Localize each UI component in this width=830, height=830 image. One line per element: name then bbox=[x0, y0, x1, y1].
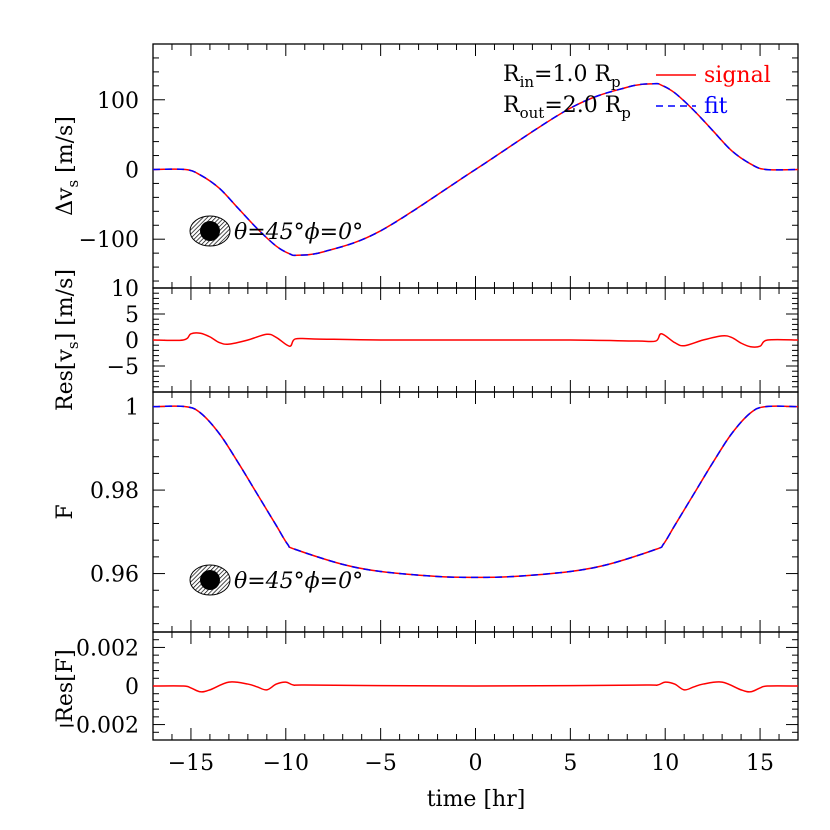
ring-disc-icon bbox=[189, 215, 231, 247]
y-tick-label: 10 bbox=[111, 277, 139, 302]
panel-vs: 100 0 −100 Δvs [m/s] bbox=[53, 43, 799, 289]
annotation-bottom: θ=45°ϕ=0° bbox=[189, 564, 363, 596]
ring-disc-icon bbox=[189, 564, 231, 596]
legend-param-rout: Rout=2.0 Rp bbox=[503, 93, 631, 122]
y-axis-label: Δvs [m/s] bbox=[53, 116, 82, 216]
y-axis-label: Res[F] bbox=[53, 649, 78, 722]
x-tick-label: 10 bbox=[651, 751, 679, 776]
panel-frame bbox=[152, 43, 799, 289]
legend-label-fit: fit bbox=[704, 94, 728, 119]
series-signal-line bbox=[153, 681, 798, 693]
x-tick-label: −10 bbox=[263, 751, 309, 776]
panel-frame bbox=[152, 391, 799, 633]
y-axis-label: F bbox=[53, 504, 78, 519]
annotation-top: θ=45°ϕ=0° bbox=[189, 215, 363, 247]
geometry-annotation: θ=45°ϕ=0° bbox=[234, 220, 363, 245]
x-tick-label: −5 bbox=[364, 751, 396, 776]
y-tick-label: −100 bbox=[79, 228, 139, 253]
y-tick-label: −5 bbox=[107, 355, 139, 380]
series-signal-line bbox=[153, 332, 798, 348]
legend-param-rin: Rin=1.0 Rp bbox=[503, 62, 621, 91]
geometry-annotation: θ=45°ϕ=0° bbox=[234, 569, 363, 594]
series-fit-line bbox=[153, 82, 798, 257]
y-tick-label: 100 bbox=[97, 89, 139, 114]
y-tick-label: 0.96 bbox=[90, 563, 139, 588]
x-tick-label: 0 bbox=[469, 751, 483, 776]
x-tick-label: −15 bbox=[168, 751, 214, 776]
y-tick-label: 0 bbox=[125, 329, 139, 354]
x-tick-label: 5 bbox=[563, 751, 577, 776]
y-tick-label: 0 bbox=[125, 675, 139, 700]
legend: Rin=1.0 Rp Rout=2.0 Rp signal fit bbox=[503, 62, 771, 122]
y-axis-label: Res[vs] [m/s] bbox=[53, 269, 82, 411]
y-tick-label: −0.002 bbox=[58, 714, 139, 739]
panel-flux: 1 0.98 0.96 F bbox=[53, 391, 799, 633]
series-signal-line bbox=[153, 405, 798, 579]
y-tick-label: 5 bbox=[125, 303, 139, 328]
y-tick-label: 0 bbox=[125, 158, 139, 183]
y-tick-label: 0.002 bbox=[76, 636, 139, 661]
y-tick-label: 1 bbox=[125, 396, 139, 421]
y-tick-label: 0.98 bbox=[90, 479, 139, 504]
x-axis-label: time [hr] bbox=[427, 787, 526, 812]
legend-label-signal: signal bbox=[704, 63, 771, 88]
x-tick-label: 15 bbox=[746, 751, 774, 776]
series-fit-line bbox=[153, 405, 798, 579]
